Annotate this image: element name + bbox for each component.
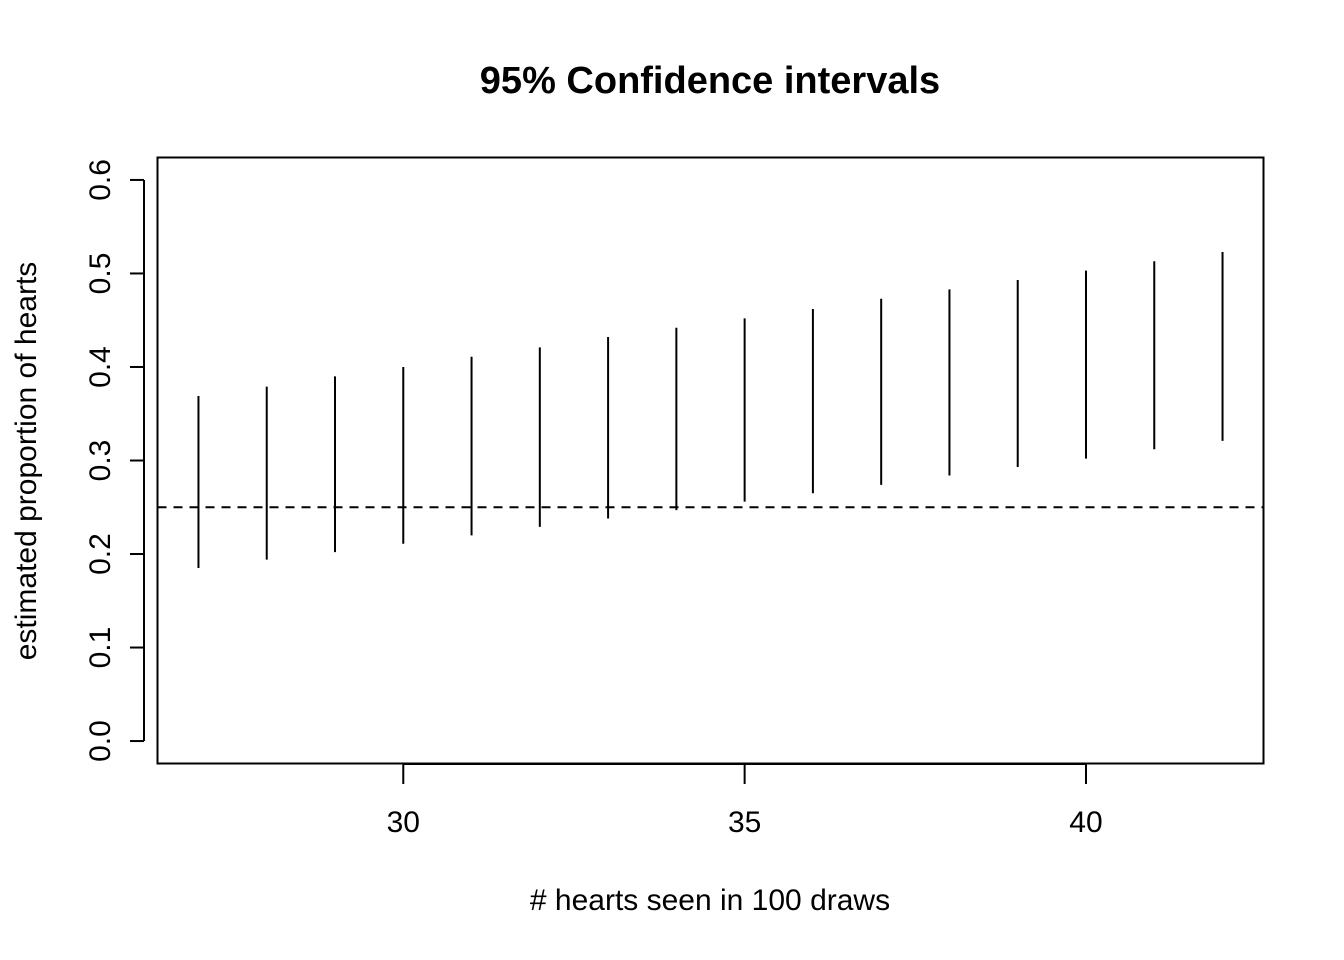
- x-tick-label: 30: [387, 806, 420, 839]
- y-axis: 0.0 0.1 0.2 0.3 0.4 0.5 0.6: [84, 159, 145, 762]
- y-tick-label: 0.3: [84, 440, 117, 482]
- y-tick-label: 0.0: [84, 720, 117, 762]
- y-tick-label: 0.5: [84, 253, 117, 295]
- confidence-intervals: [197, 251, 1224, 569]
- y-tick-label: 0.4: [84, 346, 117, 388]
- x-axis-label: # hearts seen in 100 draws: [530, 884, 890, 917]
- x-tick-label: 40: [1069, 806, 1102, 839]
- y-tick-label: 0.1: [84, 627, 117, 669]
- y-axis-label: estimated proportion of hearts: [10, 262, 43, 661]
- y-tick-label: 0.6: [84, 159, 117, 201]
- x-tick-label: 35: [728, 806, 761, 839]
- plot-frame: [156, 156, 1265, 765]
- chart-title: 95% Confidence intervals: [480, 60, 940, 102]
- y-tick-label: 0.2: [84, 533, 117, 575]
- x-axis: 30 35 40: [387, 763, 1103, 839]
